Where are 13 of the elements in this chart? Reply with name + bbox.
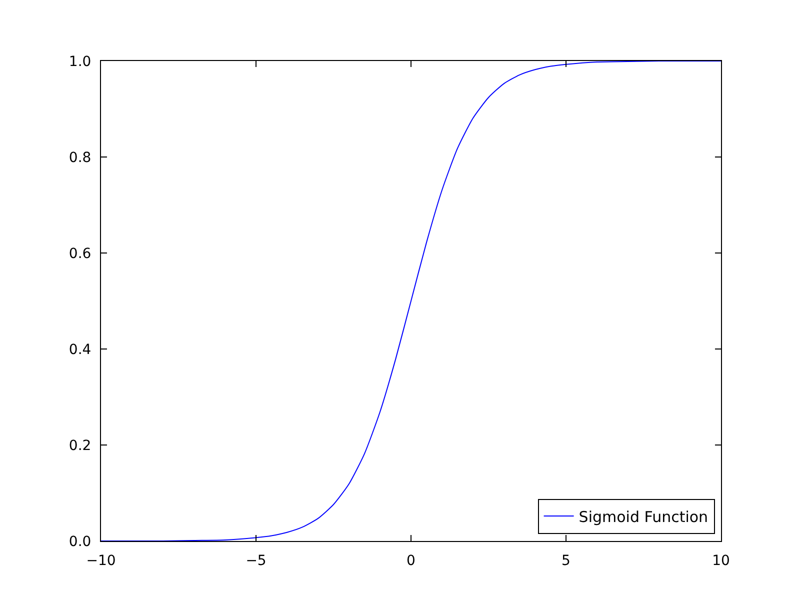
x-tick-label: 0: [406, 552, 416, 569]
x-tick-label: 5: [562, 552, 570, 569]
y-tick-label: 0.8: [68, 150, 92, 166]
y-tick-label: 0.6: [68, 246, 92, 262]
y-tick-label: 1.0: [68, 54, 92, 70]
legend-label: Sigmoid Function: [578, 508, 708, 526]
y-tick-label: 0.2: [68, 438, 92, 454]
y-tick-label: 0.0: [68, 534, 92, 550]
line-series: [101, 61, 721, 541]
y-tick-label: 0.4: [68, 342, 92, 358]
x-tick-label: −5: [246, 552, 266, 569]
x-tick-label: −10: [86, 552, 116, 569]
x-tick-label: 10: [712, 552, 730, 569]
